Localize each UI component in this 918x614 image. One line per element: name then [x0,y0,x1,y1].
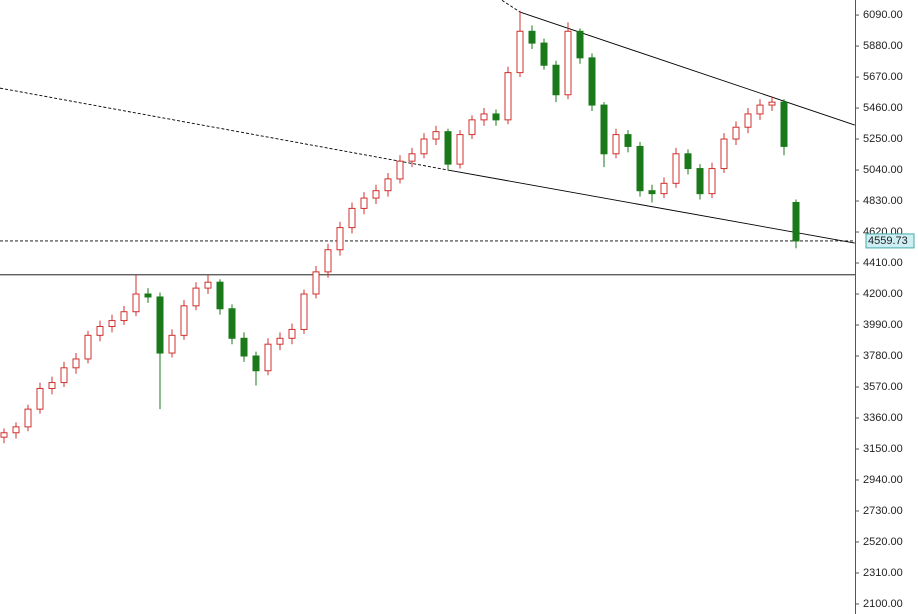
candle-body [612,134,620,155]
trendline [519,11,855,126]
candle-body [744,113,752,128]
candle-body [204,281,212,289]
candle-body [108,320,116,327]
candle-body [36,387,44,410]
candle-body [12,426,20,434]
candle-body [336,227,344,251]
candle-body [144,293,152,298]
candle-body [432,131,440,140]
y-tick-label: 2520.00 [863,536,903,548]
candle-body [348,207,356,229]
candle-body [672,153,680,184]
price-label: 4559.73 [868,235,908,247]
candle-body [384,178,392,192]
candle-body [540,42,548,66]
y-tick-label: 4200.00 [863,288,903,300]
y-tick-label: 3360.00 [863,412,903,424]
candle-body [516,30,524,74]
candle-body [96,325,104,336]
trendline [0,87,449,171]
candle-body [72,358,80,369]
candle-body [396,160,404,180]
candle-body [372,190,380,199]
candle-body [684,153,692,170]
candle-body [120,311,128,322]
y-tick-label: 6090.00 [863,9,903,21]
y-tick-label: 2730.00 [863,505,903,517]
candle-body [624,134,632,147]
candle-body [660,182,668,195]
candle-body [132,293,140,313]
candle-body [408,153,416,162]
candle-body [696,168,704,195]
candle-body [216,281,224,310]
y-tick-label: 2310.00 [863,567,903,579]
candle-body [0,432,8,438]
candle-body [192,287,200,307]
y-tick-label: 5460.00 [863,102,903,114]
candle-body [720,138,728,170]
candle-body [492,113,500,121]
candle-body [84,334,92,360]
y-tick-label: 4830.00 [863,195,903,207]
candle-body [480,113,488,121]
trendline [501,0,521,13]
candle-body [648,190,656,195]
candle-body [300,293,308,330]
y-tick-label: 3150.00 [863,443,903,455]
candle-body [780,101,788,147]
y-tick-label: 3990.00 [863,319,903,331]
candle-body [552,64,560,96]
candle-body [240,337,248,357]
candle-body [420,138,428,155]
candle-body [756,104,764,115]
candle-body [276,337,284,345]
price-label-box [865,233,915,249]
candle-body [156,296,164,354]
candle-body [708,168,716,195]
y-tick-label: 4410.00 [863,257,903,269]
candle-body [576,30,584,59]
candle-body [444,131,452,165]
y-tick-label: 5880.00 [863,40,903,52]
y-tick-label: 3780.00 [863,350,903,362]
candle-body [792,202,800,242]
y-tick-label: 5670.00 [863,71,903,83]
candle-body [528,30,536,44]
candle-body [264,343,272,372]
candle-body [768,101,776,106]
y-tick-label: 2100.00 [863,598,903,610]
y-tick-label: 2940.00 [863,474,903,486]
candle-body [24,408,32,428]
candle-body [312,271,320,295]
y-tick-label: 3570.00 [863,381,903,393]
candle-body [180,305,188,336]
candle-body [60,367,68,384]
candle-body [288,328,296,339]
trendline [447,169,855,244]
candle-body [456,134,464,165]
candle-body [588,57,596,106]
candle-body [468,119,476,136]
candle-body [636,145,644,192]
candle-body [564,30,572,96]
candle-body [324,249,332,273]
candle-body [168,334,176,354]
candle-body [732,126,740,140]
candle-body [504,72,512,121]
y-tick-label: 5250.00 [863,133,903,145]
y-tick-label: 5040.00 [863,164,903,176]
candle-body [252,355,260,372]
candle-body [360,197,368,209]
candle-body [48,382,56,389]
candle-body [600,104,608,155]
candle-body [228,308,236,339]
